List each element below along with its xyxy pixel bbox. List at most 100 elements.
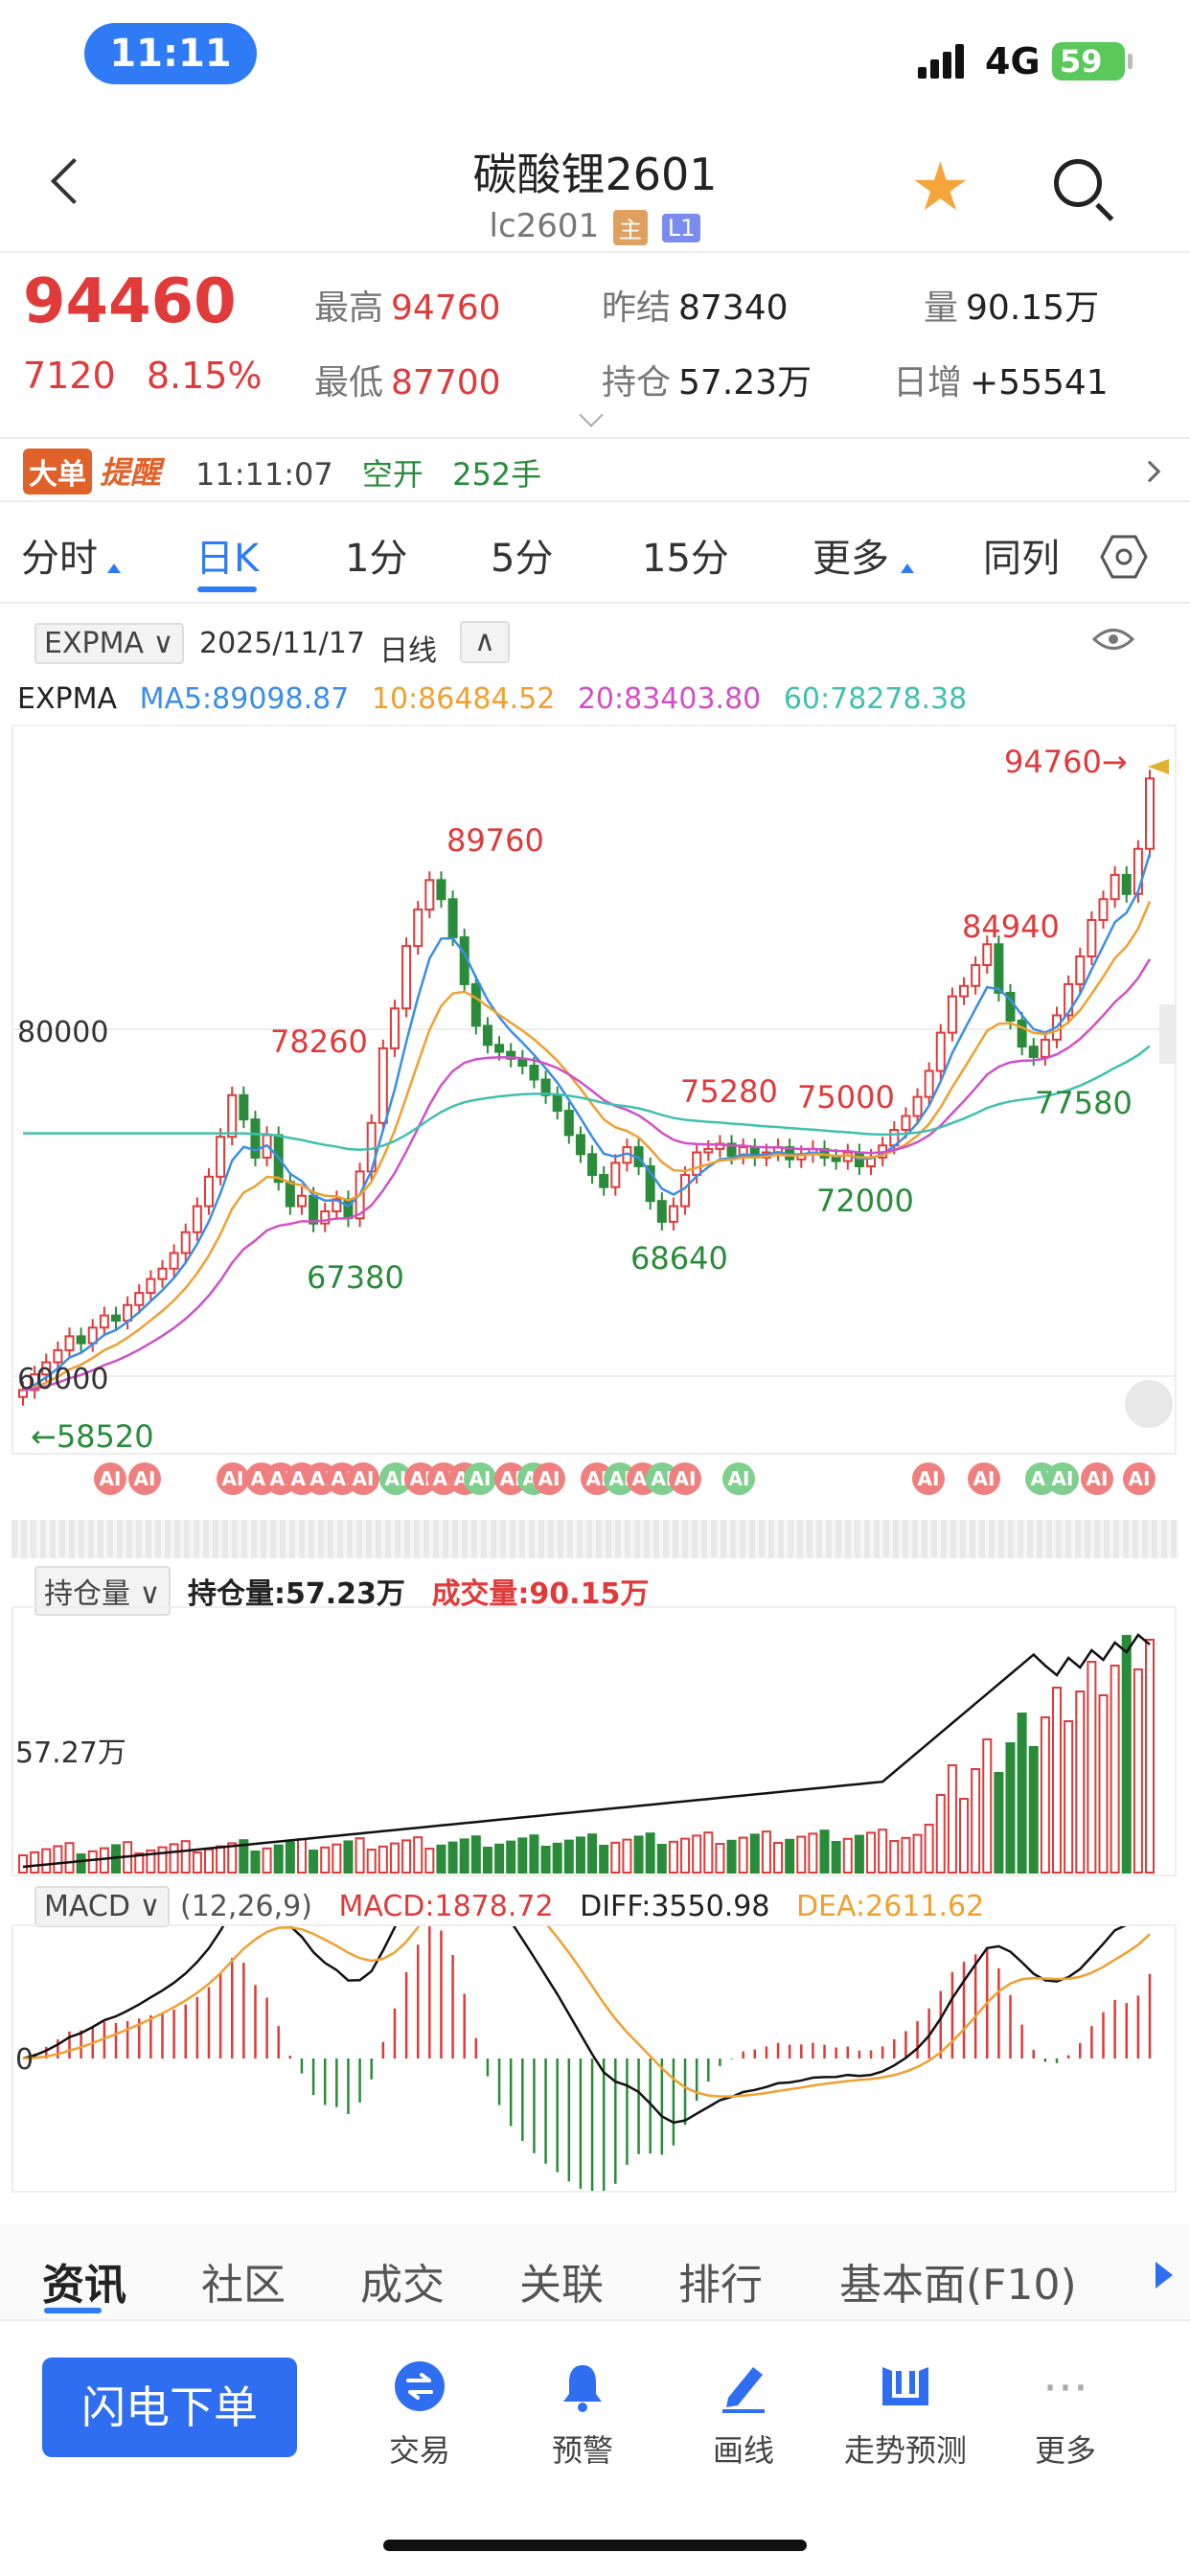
trade-button[interactable]: 交易 (353, 2359, 487, 2471)
volume-bar (889, 1840, 900, 1874)
oi-volume-chart[interactable]: 57.27万 (11, 1606, 1177, 1876)
ma60-value: 60:78278.38 (783, 682, 968, 716)
chevron-right-icon (1138, 460, 1161, 483)
draw-button[interactable]: 画线 (676, 2359, 811, 2471)
volume-bar (994, 1772, 1004, 1874)
tab-timeshare[interactable]: 分时 (21, 537, 98, 581)
volume-bar (878, 1828, 888, 1874)
volume-bar (982, 1738, 993, 1874)
main-tag: 主 (613, 210, 649, 245)
flash-order-button[interactable]: 闪电下单 (42, 2358, 297, 2457)
volume-bar (320, 1846, 331, 1874)
tab-news[interactable]: 资讯 (42, 2261, 126, 2310)
candle-body (180, 1230, 191, 1254)
daily-label: 日增 (893, 363, 963, 402)
collapse-icon[interactable]: ∧ (460, 621, 510, 663)
candle-body (389, 1007, 400, 1049)
volume-bar (796, 1835, 807, 1874)
search-icon[interactable] (1054, 159, 1102, 207)
tab-compare[interactable]: 同列 (983, 537, 1060, 581)
expand-chevron-icon[interactable] (579, 402, 604, 427)
ai-marker[interactable]: AI (1123, 1462, 1156, 1495)
info-tabs: 资讯 社区 成交 关联 排行 基本面(F10) (0, 2223, 1190, 2319)
volume-bar (494, 1843, 505, 1874)
volume-bar (180, 1840, 191, 1874)
ai-marker[interactable]: AI (669, 1462, 701, 1495)
volume-bar (622, 1838, 632, 1874)
tab-1min[interactable]: 1分 (345, 537, 408, 581)
tab-community[interactable]: 社区 (201, 2261, 286, 2310)
oi-legend: 持仓量:57.23万 成交量:90.15万 (188, 1570, 666, 1612)
volume-bar (296, 1838, 307, 1874)
ai-marker[interactable]: AI (464, 1462, 496, 1495)
scroll-right-icon[interactable] (1156, 2262, 1173, 2288)
ai-marker[interactable]: AI (912, 1462, 945, 1495)
tab-more[interactable]: 更多 (812, 537, 889, 581)
volume-bar (773, 1842, 784, 1874)
fullscreen-button[interactable] (1125, 1380, 1173, 1428)
volume-bar (540, 1846, 551, 1874)
big-order-alert[interactable]: 大单 提醒 11:11:07 空开 252手 (0, 441, 1190, 498)
divider (0, 500, 1190, 502)
ai-marker[interactable]: AI (1046, 1462, 1079, 1495)
macd-zero-label: 0 (15, 2043, 34, 2077)
ai-marker[interactable]: AI (94, 1462, 126, 1495)
more-label: 更多 (1034, 2432, 1096, 2469)
volume-bar (1005, 1742, 1016, 1874)
macd-chart[interactable]: 0 (11, 1828, 1177, 2197)
prev-value: 87340 (678, 288, 789, 328)
ai-marker[interactable]: AI (722, 1462, 755, 1495)
volume-bar (947, 1764, 957, 1874)
label-72000: 72000 (816, 1183, 914, 1219)
volume-bar (680, 1837, 691, 1874)
side-handle[interactable] (1159, 1004, 1177, 1064)
candle-body (482, 1024, 492, 1046)
settings-hex-icon[interactable] (1100, 533, 1148, 581)
candle-body (470, 982, 481, 1027)
indicator-select[interactable]: EXPMA ∨ (34, 623, 184, 664)
forecast-button[interactable]: 走势预测 (835, 2359, 975, 2471)
tab-related[interactable]: 关联 (519, 2261, 604, 2310)
volume-bar (842, 1837, 853, 1874)
candle-body (53, 1348, 63, 1364)
oi-svg (18, 1633, 1155, 1874)
forecast-label: 走势预测 (843, 2432, 967, 2469)
tab-15min[interactable]: 15分 (642, 537, 729, 581)
dropdown-triangle-icon (107, 564, 121, 573)
candle-body (1040, 1038, 1050, 1058)
ai-marker[interactable]: AI (533, 1462, 565, 1495)
macd-value: MACD:1878.72 (338, 1890, 554, 1923)
book-icon (835, 2359, 975, 2417)
candle-body (447, 898, 458, 939)
alert-button[interactable]: 预警 (515, 2359, 650, 2471)
favorite-star-icon[interactable]: ★ (910, 148, 971, 226)
draw-label: 画线 (712, 2432, 774, 2469)
ma10-value: 10:86484.52 (371, 682, 556, 716)
ai-marker[interactable]: AI (128, 1462, 161, 1495)
label-75280: 75280 (680, 1073, 778, 1110)
kline-chart[interactable]: 80000 60000 94760→ 89760 78260 67380 686… (11, 724, 1177, 1455)
macd-select[interactable]: MACD ∨ (34, 1886, 171, 1927)
tab-trades[interactable]: 成交 (360, 2261, 445, 2310)
eye-icon[interactable] (1092, 625, 1134, 654)
candle-body (1075, 954, 1086, 985)
ma20-value: 20:83403.80 (577, 682, 762, 716)
tab-ranking[interactable]: 排行 (678, 2261, 763, 2310)
tab-fundamentals[interactable]: 基本面(F10) (839, 2261, 1077, 2310)
ai-marker[interactable]: AI (217, 1462, 249, 1495)
tab-daily-k[interactable]: 日K (195, 537, 260, 581)
ai-marker[interactable]: AI (968, 1462, 1000, 1495)
candle-body (494, 1044, 505, 1053)
ai-marker[interactable]: AI (1081, 1462, 1113, 1495)
candle-body (413, 908, 423, 948)
tab-5min[interactable]: 5分 (491, 537, 554, 581)
ai-marker[interactable]: AI (347, 1462, 379, 1495)
volume-bar (866, 1831, 877, 1874)
volume-bar (64, 1842, 75, 1874)
more-button[interactable]: ··· 更多 (998, 2359, 1133, 2471)
stat-daily: 日增 +55541 (893, 355, 1109, 404)
chart-scroll-strip[interactable] (11, 1520, 1179, 1558)
last-price-marker (1148, 759, 1169, 774)
dea-value: DEA:2611.62 (795, 1890, 985, 1923)
oi-select-label: 持仓量 (44, 1577, 130, 1611)
